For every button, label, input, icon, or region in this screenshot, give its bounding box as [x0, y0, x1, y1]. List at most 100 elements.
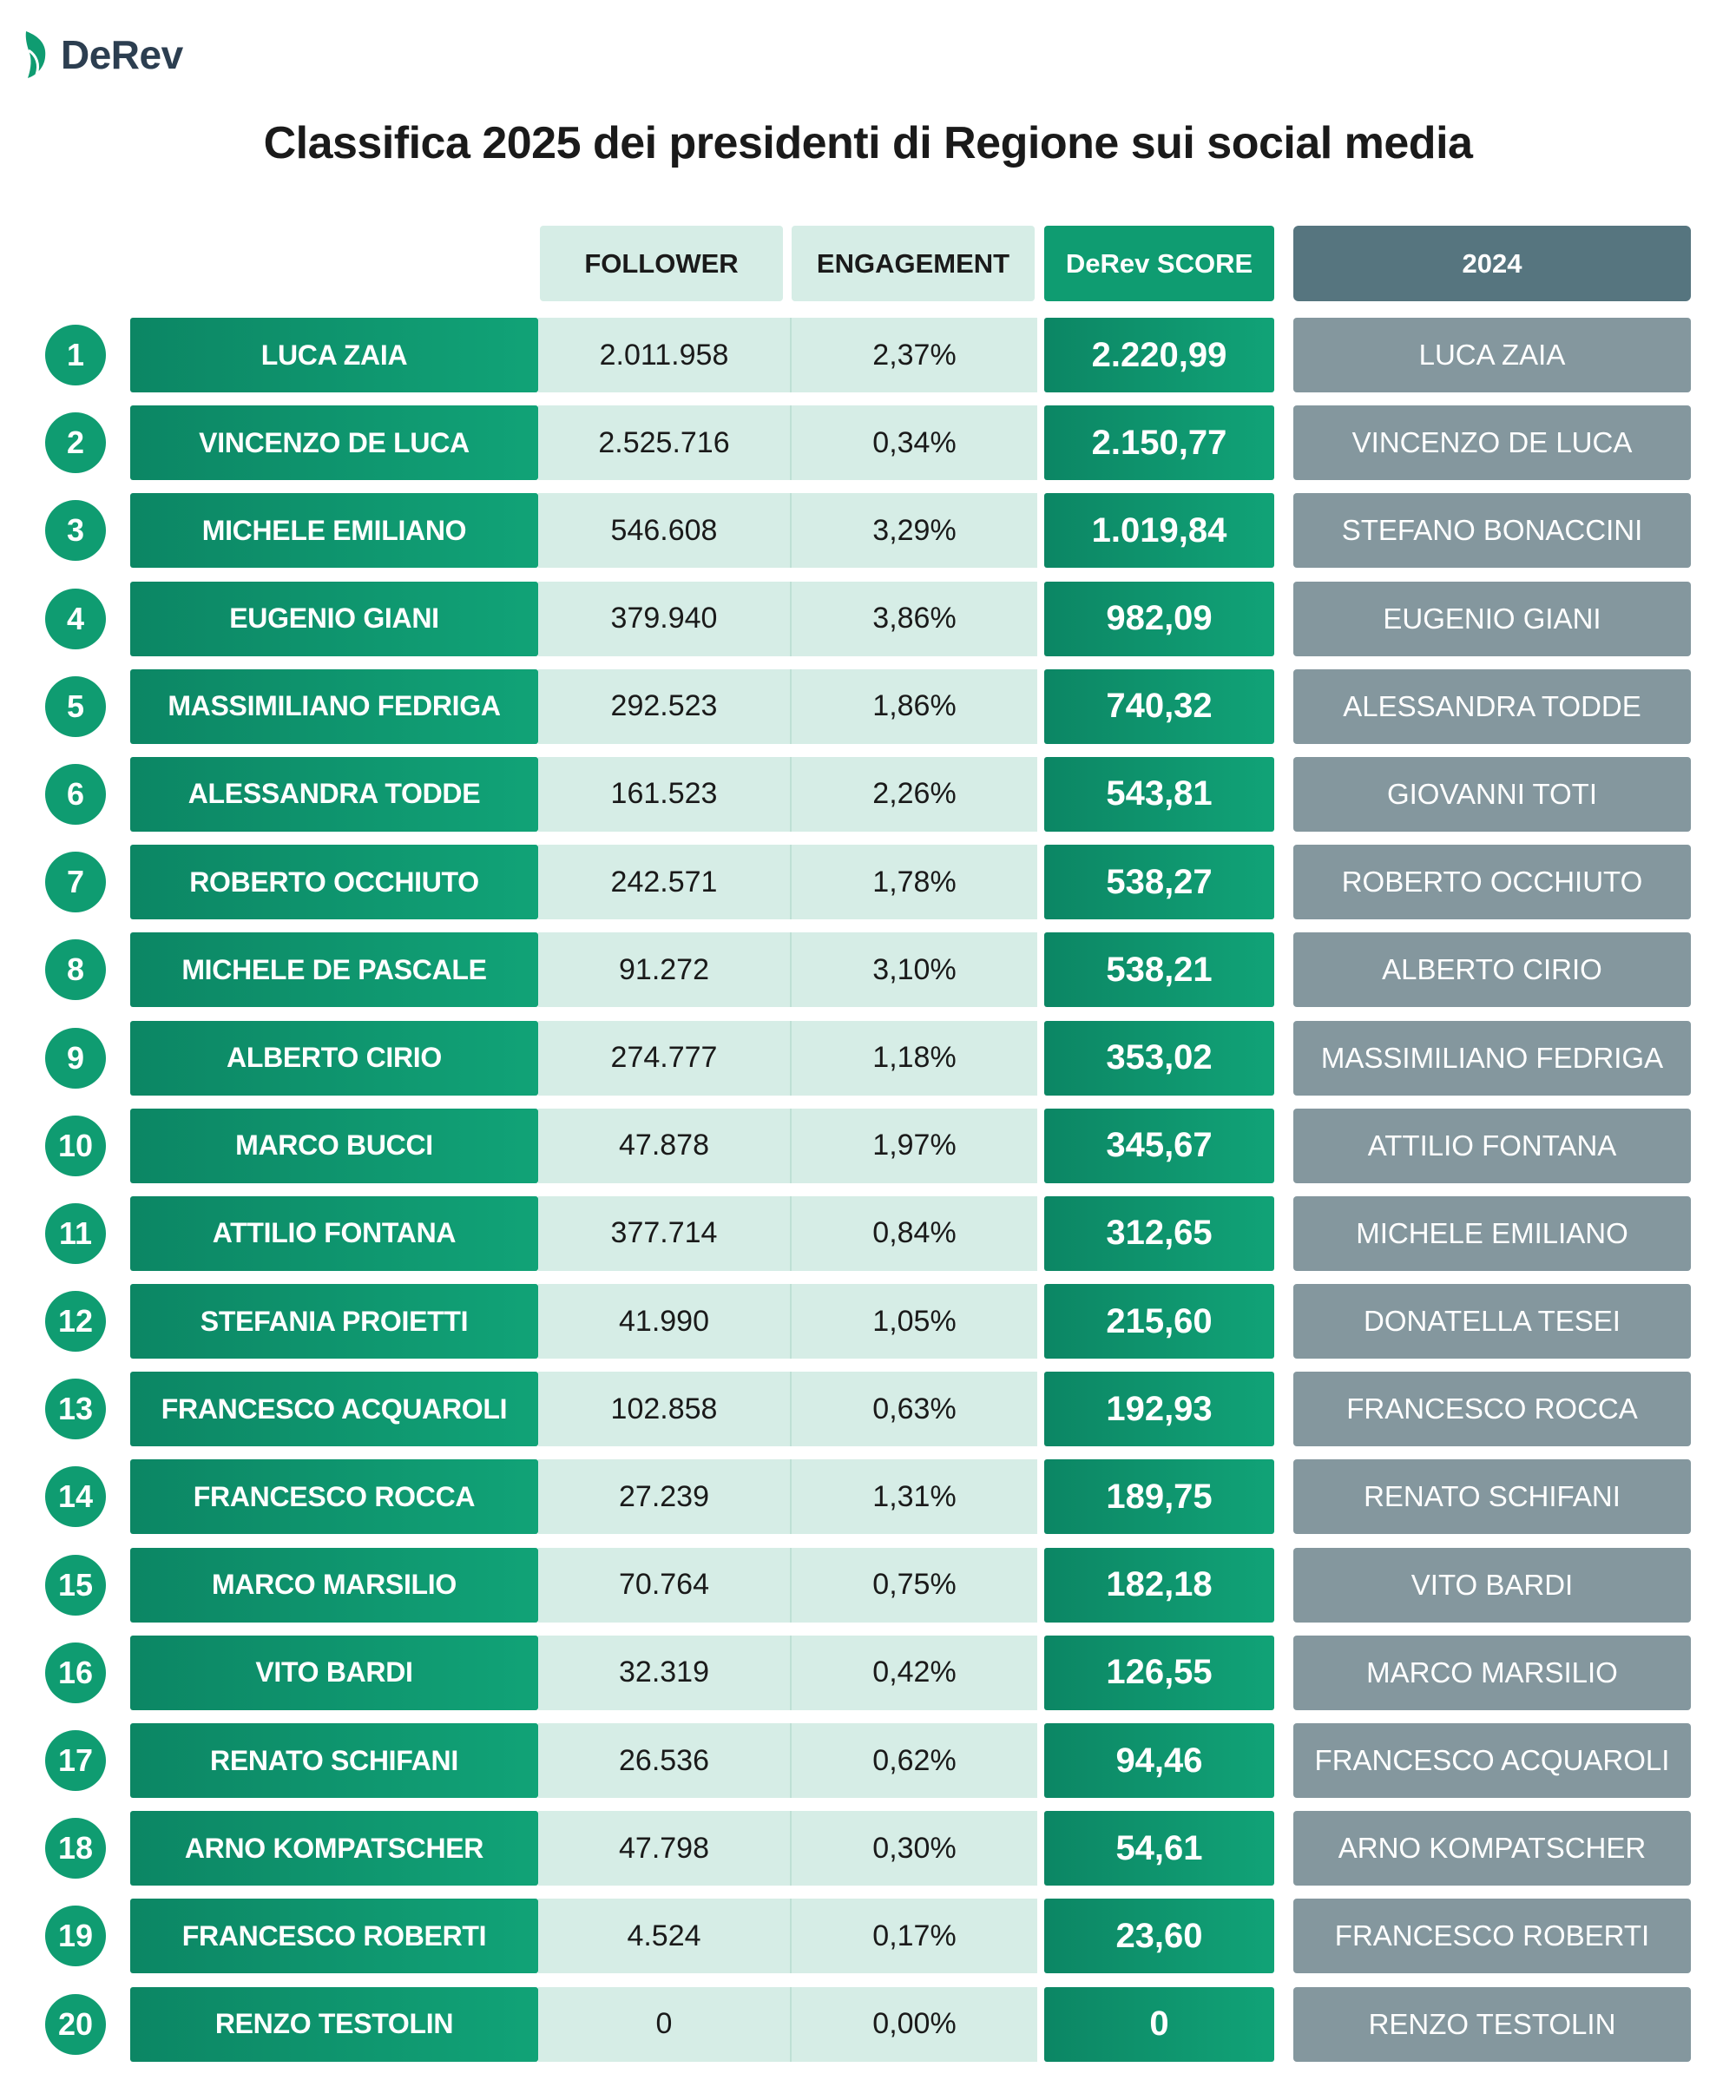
ranking-2024-cell: VITO BARDI: [1293, 1547, 1691, 1623]
derev-score-cell: 353,02: [1044, 1020, 1274, 1096]
header-follower: FOLLOWER: [540, 226, 783, 301]
rank-badge: 1: [45, 325, 106, 385]
follower-cell: 274.777: [538, 1020, 790, 1096]
table-row: 16 VITO BARDI 32.319 0,42% 126,55 MARCO MARSI…: [0, 1635, 1736, 1710]
engagement-cell: 1,18%: [790, 1020, 1037, 1096]
president-name-cell: RENATO SCHIFANI: [130, 1723, 538, 1798]
engagement-cell: 0,34%: [790, 405, 1037, 481]
table-row: 1 LUCA ZAIA 2.011.958 2,37% 2.220,99 LUCA ZAI…: [0, 318, 1736, 392]
derev-score-cell: 1.019,84: [1044, 493, 1274, 569]
table-row: 2 VINCENZO DE LUCA 2.525.716 0,34% 2.150,77 V…: [0, 405, 1736, 481]
rank-badge: 5: [45, 675, 106, 737]
table-row: 18 ARNO KOMPATSCHER 47.798 0,30% 54,61 ARNO K…: [0, 1811, 1736, 1886]
rank-badge: 12: [45, 1291, 106, 1353]
ranking-2024-cell: VINCENZO DE LUCA: [1293, 405, 1691, 481]
table-row: 9 ALBERTO CIRIO 274.777 1,18% 353,02 MASSIMIL…: [0, 1020, 1736, 1096]
derev-score-cell: 54,61: [1044, 1811, 1274, 1886]
president-name-cell: ARNO KOMPATSCHER: [130, 1811, 538, 1886]
follower-cell: 292.523: [538, 668, 790, 744]
follower-cell: 546.608: [538, 493, 790, 569]
engagement-cell: 3,86%: [790, 581, 1037, 656]
follower-cell: 41.990: [538, 1284, 790, 1359]
engagement-cell: 0,62%: [790, 1723, 1037, 1798]
header-2024: 2024: [1293, 226, 1691, 301]
derev-score-cell: 0: [1044, 1986, 1274, 2062]
follower-cell: 47.798: [538, 1811, 790, 1886]
ranking-2024-cell: DONATELLA TESEI: [1293, 1284, 1691, 1359]
ranking-2024-cell: RENATO SCHIFANI: [1293, 1459, 1691, 1535]
rank-badge: 9: [45, 1027, 106, 1089]
follower-cell: 47.878: [538, 1108, 790, 1183]
rank-badge: 17: [45, 1730, 106, 1791]
rank-badge: 8: [45, 939, 106, 1001]
follower-cell: 32.319: [538, 1635, 790, 1710]
page-title: Classifica 2025 dei presidenti di Region…: [263, 118, 1473, 168]
engagement-cell: 1,86%: [790, 668, 1037, 744]
derev-logo: DeRev: [21, 30, 183, 80]
ranking-2024-cell: RENZO TESTOLIN: [1293, 1986, 1691, 2062]
engagement-cell: 1,31%: [790, 1459, 1037, 1535]
table-row: 8 MICHELE DE PASCALE 91.272 3,10% 538,21 ALBE…: [0, 932, 1736, 1008]
table-row: 14 FRANCESCO ROCCA 27.239 1,31% 189,75 RENATO…: [0, 1459, 1736, 1535]
rank-badge: 13: [45, 1379, 106, 1440]
derev-leaf-icon: [25, 31, 46, 78]
header-derev-score: DeRev SCORE: [1044, 226, 1274, 301]
president-name-cell: LUCA ZAIA: [130, 318, 538, 392]
engagement-cell: 3,10%: [790, 932, 1037, 1008]
follower-cell: 91.272: [538, 932, 790, 1008]
president-name-cell: MARCO MARSILIO: [130, 1547, 538, 1623]
ranking-2024-cell: ARNO KOMPATSCHER: [1293, 1811, 1691, 1886]
ranking-2024-cell: GIOVANNI TOTI: [1293, 756, 1691, 832]
derev-score-cell: 126,55: [1044, 1635, 1274, 1710]
engagement-cell: 1,97%: [790, 1108, 1037, 1183]
rank-badge: 18: [45, 1818, 106, 1879]
derev-score-cell: 538,21: [1044, 932, 1274, 1008]
engagement-cell: 1,05%: [790, 1284, 1037, 1359]
follower-cell: 2.525.716: [538, 405, 790, 481]
engagement-cell: 0,63%: [790, 1372, 1037, 1447]
president-name-cell: ATTILIO FONTANA: [130, 1195, 538, 1271]
follower-cell: 377.714: [538, 1195, 790, 1271]
follower-cell: 2.011.958: [538, 318, 790, 392]
engagement-cell: 0,30%: [790, 1811, 1037, 1886]
table-row: 17 RENATO SCHIFANI 26.536 0,62% 94,46 FRANCES…: [0, 1723, 1736, 1798]
table-row: 11 ATTILIO FONTANA 377.714 0,84% 312,65 MICHE…: [0, 1195, 1736, 1271]
rank-badge: 19: [45, 1906, 106, 1967]
engagement-cell: 2,37%: [790, 318, 1037, 392]
table-row: 6 ALESSANDRA TODDE 161.523 2,26% 543,81 GIOVA…: [0, 756, 1736, 832]
rank-badge: 3: [45, 500, 106, 562]
ranking-2024-cell: MASSIMILIANO FEDRIGA: [1293, 1020, 1691, 1096]
derev-score-cell: 192,93: [1044, 1372, 1274, 1447]
follower-cell: 379.940: [538, 581, 790, 656]
header-engagement: ENGAGEMENT: [792, 226, 1035, 301]
engagement-cell: 0,84%: [790, 1195, 1037, 1271]
engagement-cell: 3,29%: [790, 493, 1037, 569]
rank-badge: 16: [45, 1642, 106, 1703]
table-row: 10 MARCO BUCCI 47.878 1,97% 345,67 ATTILIO FO…: [0, 1108, 1736, 1183]
engagement-cell: 1,78%: [790, 845, 1037, 920]
follower-cell: 4.524: [538, 1899, 790, 1974]
engagement-cell: 0,00%: [790, 1986, 1037, 2062]
follower-cell: 26.536: [538, 1723, 790, 1798]
ranking-table: 1 LUCA ZAIA 2.011.958 2,37% 2.220,99 LUCA ZAI…: [0, 318, 1736, 2075]
ranking-2024-cell: FRANCESCO ACQUAROLI: [1293, 1723, 1691, 1798]
rank-badge: 10: [45, 1115, 106, 1176]
follower-cell: 161.523: [538, 756, 790, 832]
president-name-cell: MARCO BUCCI: [130, 1108, 538, 1183]
derev-score-cell: 23,60: [1044, 1899, 1274, 1974]
rank-badge: 7: [45, 852, 106, 913]
president-name-cell: FRANCESCO ACQUAROLI: [130, 1372, 538, 1447]
ranking-2024-cell: ALESSANDRA TODDE: [1293, 668, 1691, 744]
rank-badge: 6: [45, 763, 106, 825]
ranking-2024-cell: ALBERTO CIRIO: [1293, 932, 1691, 1008]
ranking-2024-cell: LUCA ZAIA: [1293, 318, 1691, 392]
president-name-cell: ROBERTO OCCHIUTO: [130, 845, 538, 920]
engagement-cell: 2,26%: [790, 756, 1037, 832]
ranking-2024-cell: FRANCESCO ROBERTI: [1293, 1899, 1691, 1974]
engagement-cell: 0,75%: [790, 1547, 1037, 1623]
follower-cell: 70.764: [538, 1547, 790, 1623]
engagement-cell: 0,17%: [790, 1899, 1037, 1974]
ranking-2024-cell: ROBERTO OCCHIUTO: [1293, 845, 1691, 920]
follower-cell: 0: [538, 1986, 790, 2062]
president-name-cell: EUGENIO GIANI: [130, 581, 538, 656]
